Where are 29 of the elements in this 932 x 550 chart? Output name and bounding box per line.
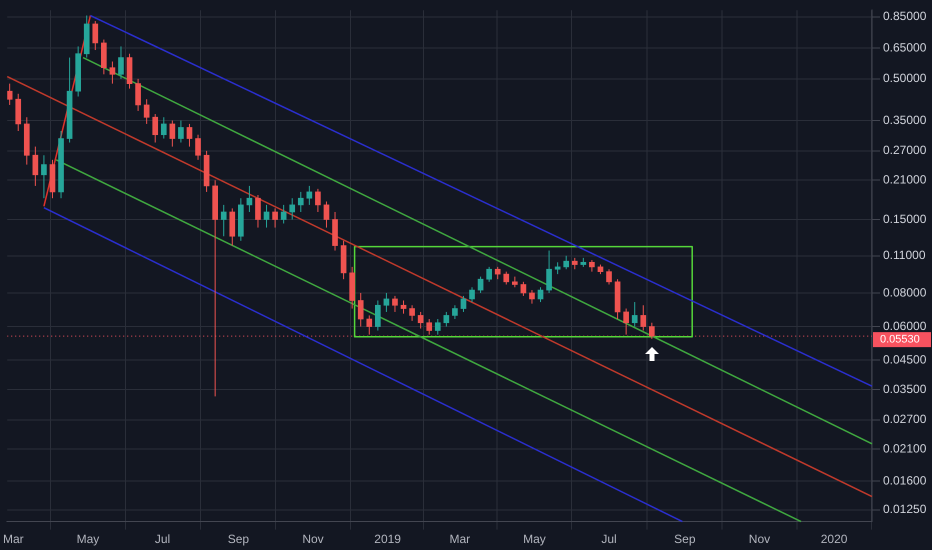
y-tick-label: 0.02700: [883, 412, 927, 426]
x-tick-label: Nov: [748, 532, 770, 546]
x-tick-label: Jul: [154, 532, 170, 546]
y-tick-label: 0.65000: [883, 40, 927, 55]
x-tick-label: Sep: [674, 532, 696, 546]
x-tick-label: Mar: [449, 532, 470, 546]
x-tick-label: 2019: [374, 532, 402, 546]
y-tick-label: 0.35000: [883, 112, 927, 127]
y-tick-label: 0.06000: [883, 318, 927, 333]
y-tick-label: 0.21000: [883, 172, 927, 187]
y-tick-label: 0.02100: [883, 442, 927, 456]
x-tick-label: 2020: [820, 532, 848, 546]
x-tick-label: May: [523, 532, 546, 546]
y-tick-label: 0.03500: [883, 382, 927, 396]
y-tick-label: 0.85000: [883, 9, 927, 24]
y-tick-label: 0.04500: [883, 352, 927, 366]
y-tick-label: 0.01250: [883, 502, 927, 516]
x-tick-label: Nov: [302, 532, 324, 546]
y-tick-label: 0.50000: [883, 71, 927, 86]
x-tick-label: Mar: [2, 532, 24, 546]
x-tick-label: May: [76, 532, 100, 546]
x-tick-label: Sep: [228, 532, 250, 546]
y-tick-label: 0.11000: [883, 248, 926, 262]
ref-line-label: 0.05530: [880, 334, 920, 346]
y-tick-label: 0.15000: [883, 212, 927, 226]
y-tick-label: 0.27000: [883, 143, 927, 158]
y-tick-label: 0.08000: [883, 285, 927, 300]
x-tick-label: Jul: [601, 532, 617, 546]
y-tick-label: 0.01600: [883, 473, 927, 488]
